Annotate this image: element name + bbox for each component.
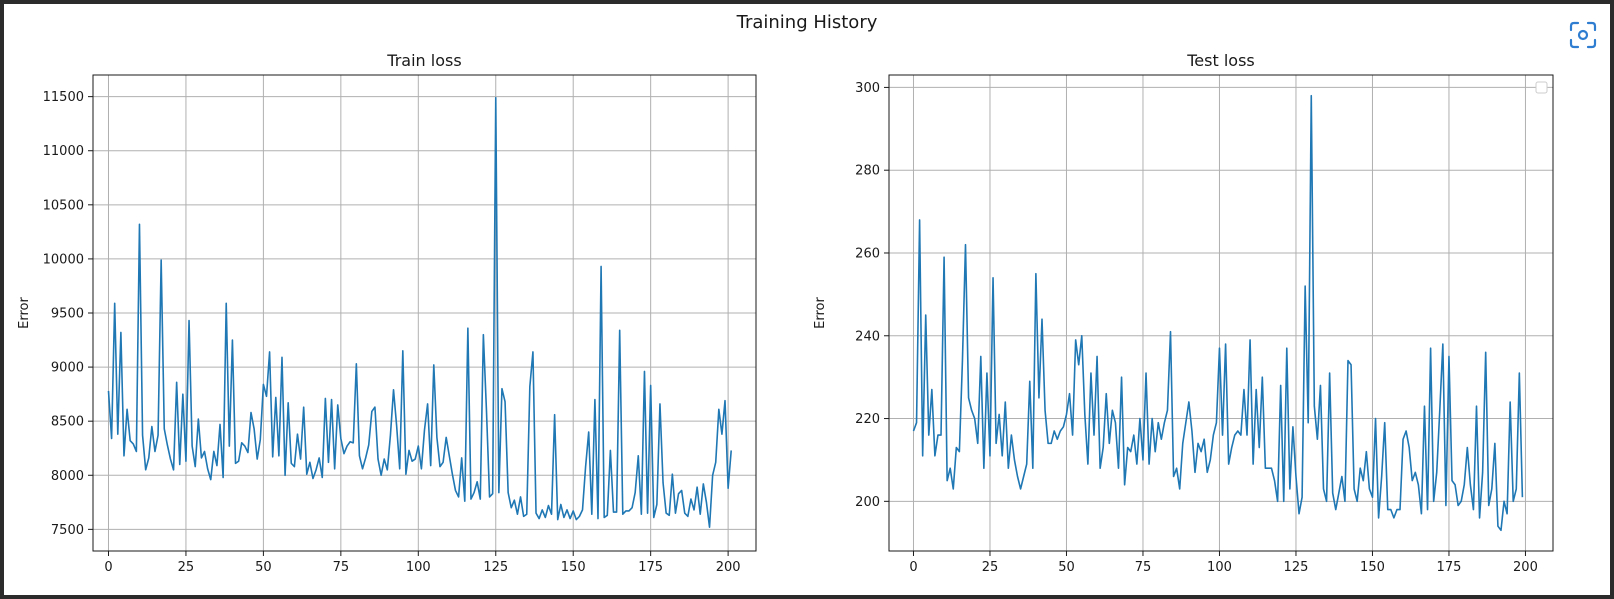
x-tick-label: 25 [178, 560, 195, 575]
x-tick-label: 100 [406, 560, 431, 575]
series-line-0 [912, 94, 1524, 532]
x-tick-label: 175 [1437, 560, 1462, 575]
axes-frame [888, 74, 1554, 552]
x-tick-label: 200 [1513, 560, 1538, 575]
x-tick-label: 125 [483, 560, 508, 575]
x-tick-label: 150 [1360, 560, 1385, 575]
y-tick-label: 9000 [51, 361, 84, 376]
y-tick-label: 9500 [51, 307, 84, 322]
y-axis-label: Error [17, 297, 32, 329]
x-tick-label: 125 [1284, 560, 1309, 575]
x-tick-label: 50 [1058, 560, 1075, 575]
x-tick-label: 50 [255, 560, 272, 575]
y-tick-label: 11500 [43, 90, 84, 105]
y-tick-label: 10500 [43, 198, 84, 213]
y-tick-label: 8500 [51, 415, 84, 430]
x-tick-label: 25 [982, 560, 999, 575]
y-tick-label: 10000 [43, 252, 84, 267]
x-tick-label: 200 [716, 560, 741, 575]
series-line-0 [107, 96, 733, 529]
y-tick-label: 8000 [51, 469, 84, 484]
y-tick-label: 260 [855, 246, 880, 261]
figure-title: Training History [736, 12, 878, 33]
y-tick-label: 7500 [51, 523, 84, 538]
x-tick-label: 150 [561, 560, 586, 575]
x-tick-label: 0 [909, 560, 917, 575]
chart-panel-1: 0 25 50 75 100 125 150 175 200 200 220 240 260 280 300… [813, 51, 1554, 575]
focus-scan-icon[interactable] [1568, 20, 1598, 50]
x-tick-label: 75 [333, 560, 350, 575]
charts-canvas: 0 25 50 75 100 125 150 175 200 7500 8000 8500 9000 95… [17, 51, 1554, 575]
chart-title: Train loss [386, 51, 461, 70]
y-tick-label: 280 [855, 164, 880, 179]
x-tick-label: 75 [1135, 560, 1152, 575]
y-tick-label: 200 [855, 495, 880, 510]
y-tick-label: 240 [855, 329, 880, 344]
x-tick-label: 100 [1207, 560, 1232, 575]
chart-title: Test loss [1186, 51, 1255, 70]
x-tick-label: 175 [638, 560, 663, 575]
legend-box [1535, 81, 1548, 94]
y-tick-label: 220 [855, 412, 880, 427]
x-tick-label: 0 [104, 560, 112, 575]
chart-panel-0: 0 25 50 75 100 125 150 175 200 7500 8000 8500 9000 95… [17, 51, 757, 575]
y-axis-label: Error [813, 297, 828, 329]
y-tick-label: 300 [855, 81, 880, 96]
figure-frame: Training History 0 25 50 75 100 125 150 175 200 7… [4, 4, 1610, 595]
y-tick-label: 11000 [43, 144, 84, 159]
